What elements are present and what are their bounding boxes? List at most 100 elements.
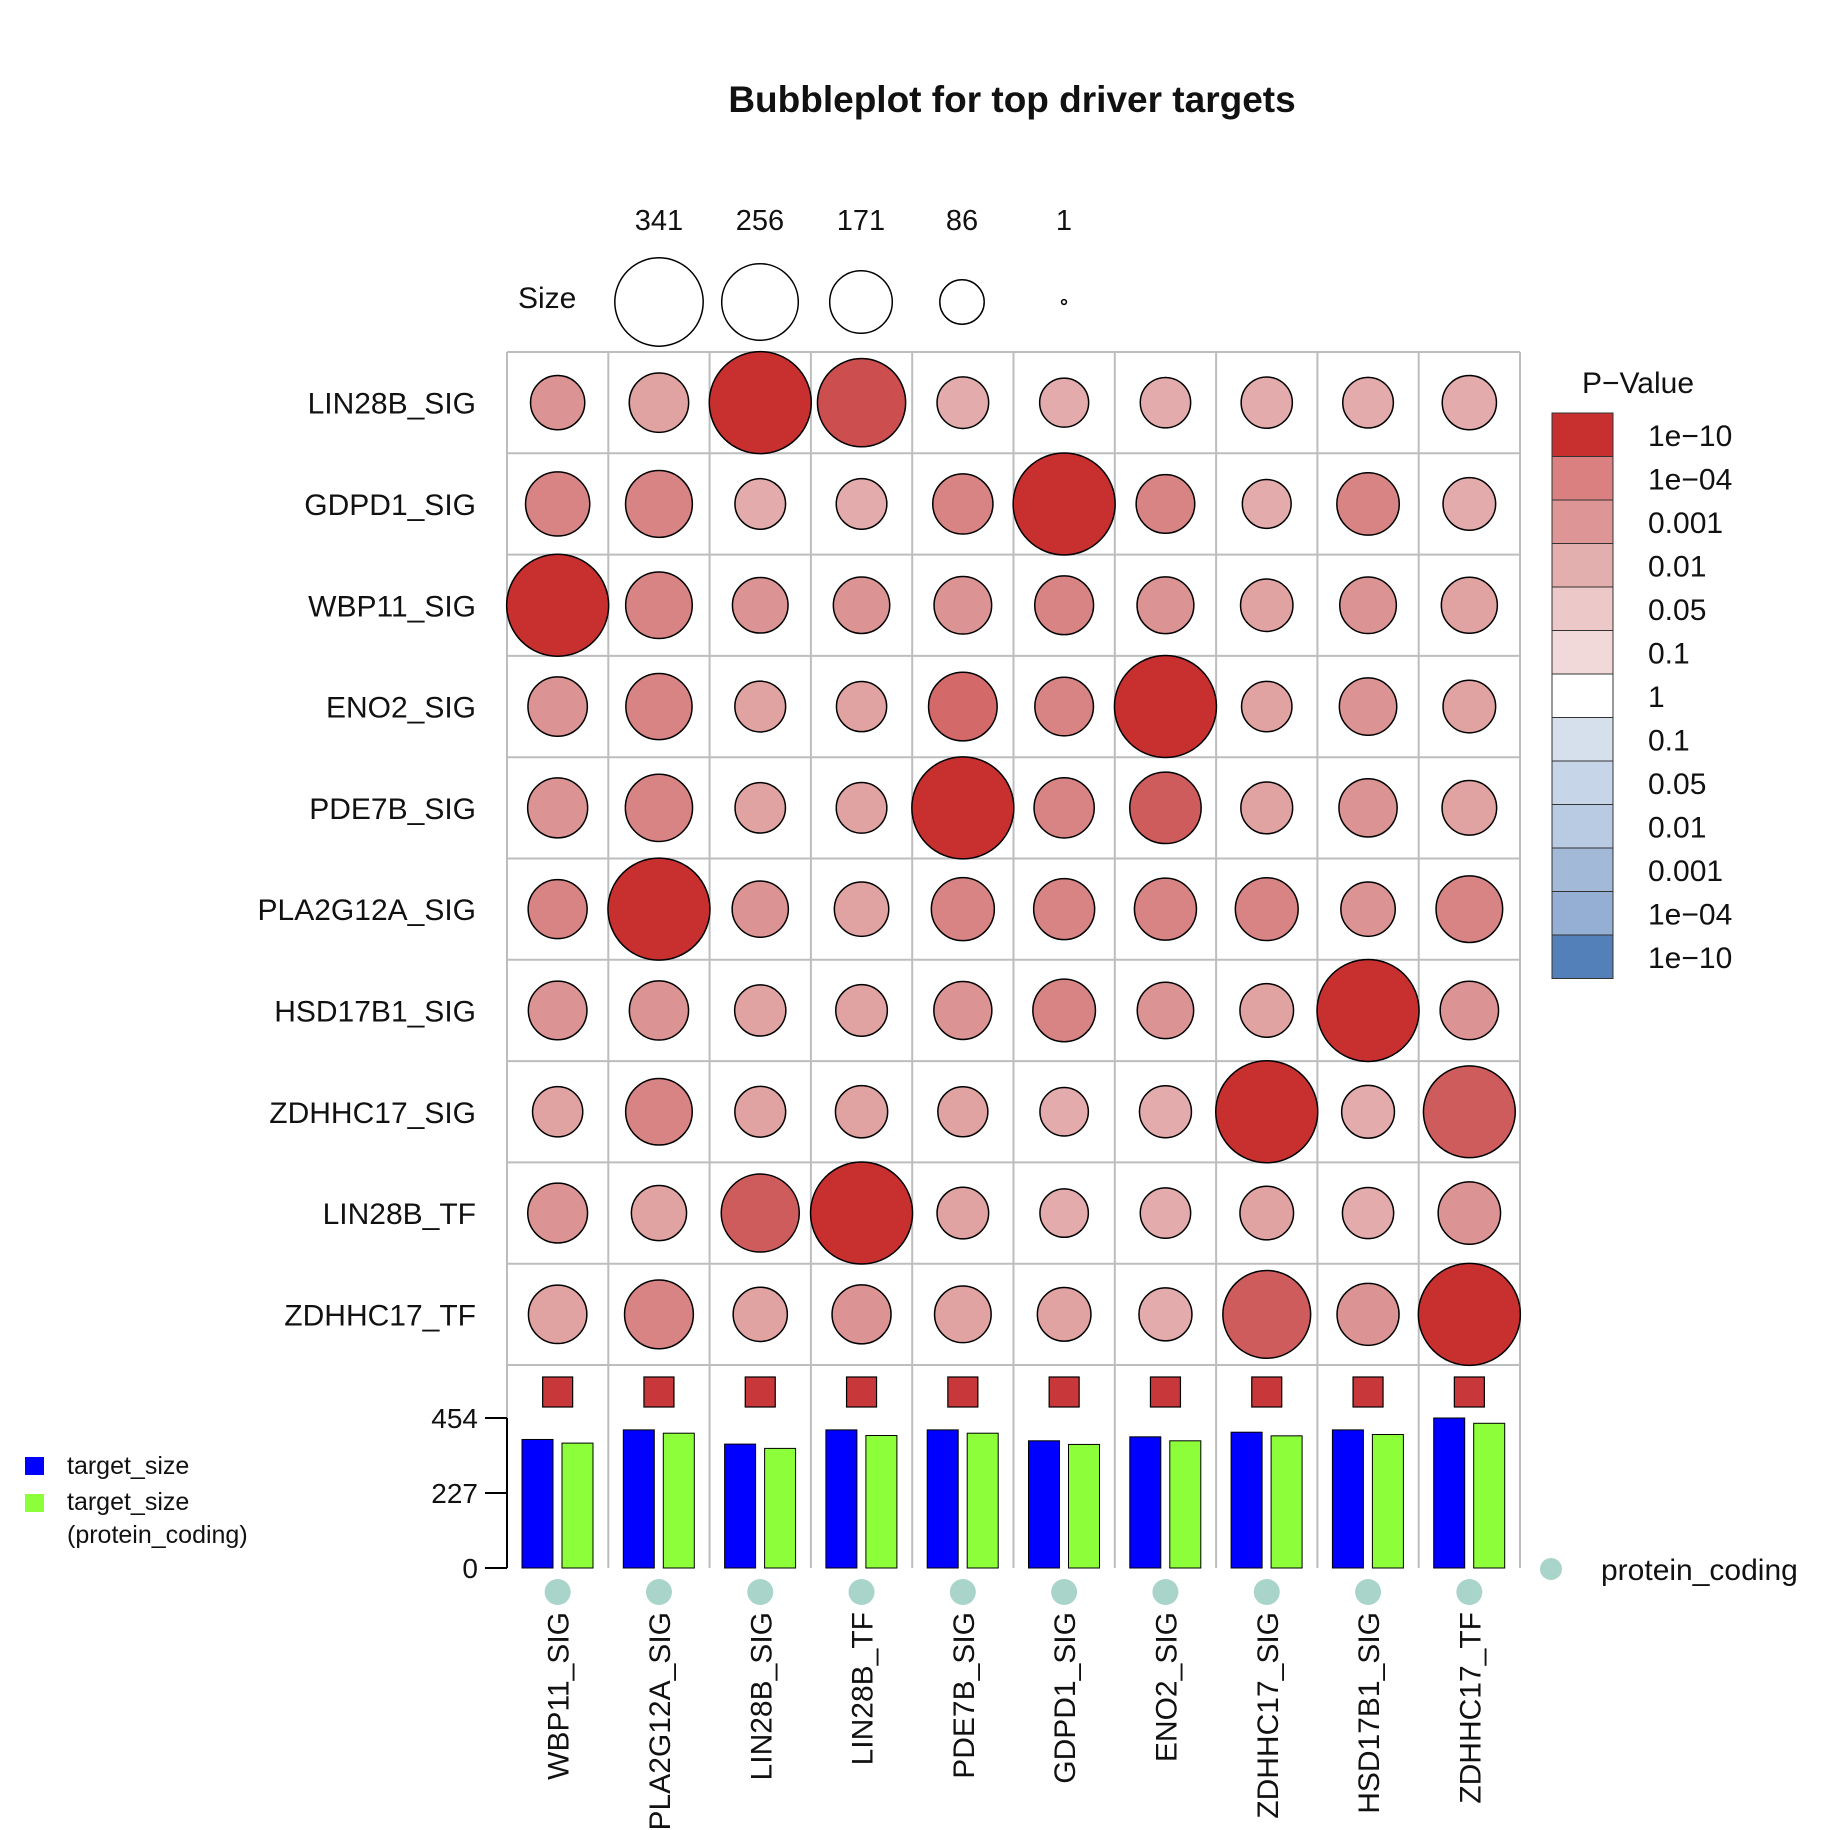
column-label: LIN28B_SIG (745, 1612, 778, 1780)
bubble (1241, 478, 1292, 530)
bar-axis-tick-label: 0 (462, 1553, 478, 1584)
bubble (625, 672, 693, 741)
pvalue-legend-label: 0.01 (1648, 550, 1706, 583)
bubble (524, 471, 591, 537)
bubble (1139, 376, 1192, 429)
bubble (1139, 1187, 1192, 1240)
target-size-protein-coding-bar (764, 1447, 797, 1569)
row-label: PLA2G12A_SIG (258, 894, 476, 927)
bubble (1435, 875, 1504, 944)
row-label: LIN28B_SIG (308, 388, 476, 421)
bubble (1240, 680, 1293, 733)
target-size-protein-coding-legend-label: target_size (67, 1488, 189, 1516)
bubble (1440, 576, 1499, 634)
bubble (628, 372, 690, 434)
marker-square (542, 1376, 574, 1408)
bubble (505, 553, 610, 657)
bubble (1136, 576, 1195, 635)
marker-row (542, 1376, 1485, 1408)
bubble (1239, 982, 1295, 1039)
pvalue-legend-label: 0.001 (1648, 507, 1723, 540)
bubble (833, 881, 890, 938)
target-size-bar (521, 1438, 554, 1569)
pvalue-legend-label: 1e−04 (1648, 463, 1732, 496)
bar-axis-tick-label: 454 (431, 1403, 478, 1434)
target-size-protein-coding-bar (865, 1435, 898, 1569)
pvalue-legend-label: 0.001 (1648, 855, 1723, 888)
bar-axis-tick-label: 227 (431, 1478, 478, 1509)
bubble (911, 756, 1015, 860)
size-legend-value: 1 (1056, 205, 1072, 237)
pvalue-legend-swatch (1551, 717, 1614, 762)
bubble (1135, 473, 1196, 535)
bubble (1336, 472, 1401, 536)
bubble (733, 984, 787, 1037)
protein-coding-dot (949, 1579, 976, 1605)
row-label: WBP11_SIG (308, 590, 476, 623)
bubble (937, 1086, 989, 1138)
bubbles (505, 350, 1522, 1367)
bubble (529, 374, 586, 431)
bubble (527, 980, 588, 1041)
chart-title: Bubbleplot for top driver targets (728, 79, 1295, 120)
bubble (809, 1161, 914, 1265)
pvalue-legend-swatch (1551, 586, 1614, 631)
bubble (933, 1285, 992, 1344)
bubble (1239, 578, 1294, 633)
protein-coding-legend-dot (1540, 1558, 1562, 1580)
bubble (623, 1279, 695, 1350)
bubble (834, 1084, 889, 1139)
bubble (936, 376, 990, 430)
bar-y-axis: 0 227 454 (431, 1403, 508, 1584)
bubble (835, 781, 888, 834)
pvalue-legend-label: 1e−04 (1648, 898, 1732, 931)
pvalue-legend-label: 0.05 (1648, 594, 1706, 627)
row-label: ZDHHC17_TF (284, 1299, 476, 1332)
marker-square (845, 1376, 878, 1408)
size-legend-circle (720, 262, 800, 342)
bubble (1240, 781, 1294, 835)
pvalue-legend-label: 0.01 (1648, 811, 1706, 844)
pvalue-legend-swatch (1551, 760, 1614, 805)
bubble (1034, 575, 1095, 636)
bubble (624, 773, 694, 843)
pvalue-legend-swatch (1551, 847, 1614, 892)
column-label: PDE7B_SIG (948, 1612, 981, 1779)
column-label: ZDHHC17_TF (1454, 1612, 1487, 1804)
pvalue-legend-swatch (1551, 412, 1614, 457)
bubble (816, 357, 907, 448)
bubble (1439, 980, 1500, 1041)
bubble (1136, 981, 1195, 1040)
bubble (734, 781, 787, 834)
bubble (1032, 877, 1096, 941)
pvalue-legend-swatch (1551, 934, 1614, 979)
size-legend-value: 171 (837, 205, 885, 237)
row-label: GDPD1_SIG (304, 489, 476, 522)
bubble (1240, 376, 1294, 429)
bubble (1441, 779, 1498, 836)
size-legend-circle (614, 257, 704, 347)
column-label: GDPD1_SIG (1049, 1612, 1082, 1784)
bubble (624, 571, 694, 640)
pvalue-legend-swatch (1551, 456, 1614, 501)
pvalue-legend-swatch (1551, 673, 1614, 718)
marker-square (744, 1376, 776, 1408)
protein-coding-dot (645, 1579, 672, 1605)
bubble (708, 350, 812, 455)
target-size-bar (1230, 1431, 1263, 1569)
bubble (933, 980, 993, 1041)
target-size-bar (1028, 1440, 1060, 1569)
bubble (1138, 1085, 1193, 1139)
bubble (927, 671, 998, 742)
row-label: LIN28B_TF (323, 1198, 476, 1231)
pvalue-legend-label: 0.1 (1648, 637, 1690, 670)
pvalue-legend-swatch (1551, 891, 1614, 936)
bubble (835, 680, 888, 733)
target-size-protein-coding-bar (966, 1432, 999, 1569)
bubble (1340, 1084, 1396, 1139)
marker-square (1352, 1376, 1384, 1408)
column-label: ENO2_SIG (1150, 1612, 1183, 1762)
row-label: PDE7B_SIG (309, 793, 476, 826)
target-size-protein-coding-bar (662, 1432, 695, 1569)
